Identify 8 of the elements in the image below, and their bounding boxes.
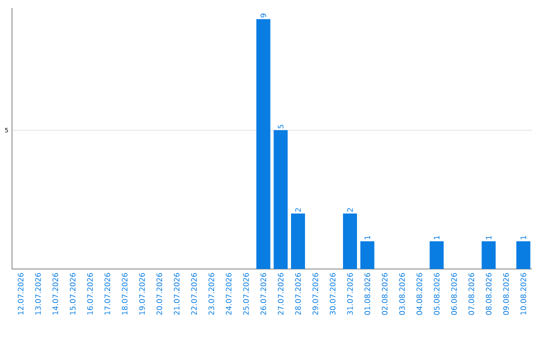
bar — [430, 241, 444, 269]
bar — [291, 213, 306, 269]
bar — [274, 130, 288, 269]
bar — [256, 19, 270, 269]
bar — [343, 213, 358, 269]
bar — [516, 241, 530, 269]
bar — [482, 241, 496, 269]
bar — [360, 241, 374, 269]
